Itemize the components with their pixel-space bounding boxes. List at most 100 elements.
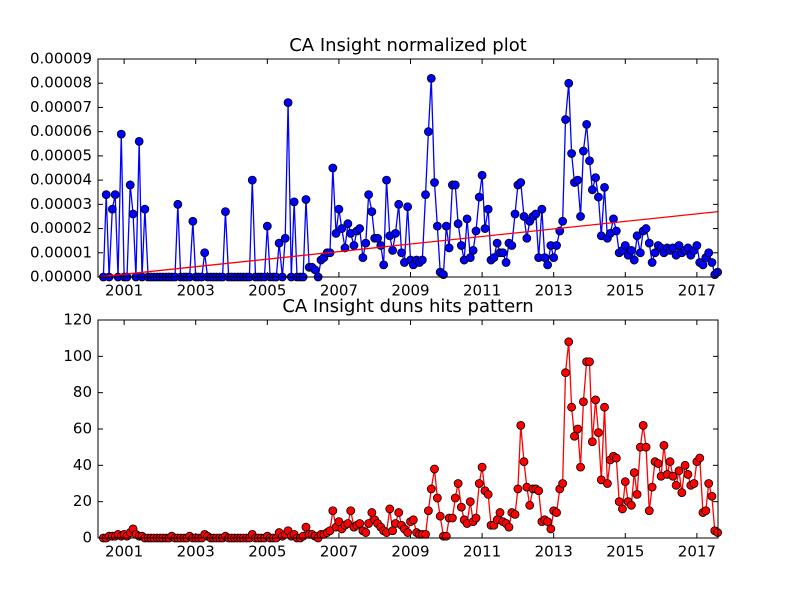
point — [707, 258, 717, 267]
point — [441, 531, 451, 541]
point — [501, 258, 511, 267]
y-tick-label: 0.00007 — [30, 98, 92, 116]
x-tick-label: 2013 — [535, 543, 573, 561]
point — [546, 524, 556, 534]
point — [626, 245, 636, 255]
point — [107, 204, 117, 214]
x-tick-label: 2011 — [463, 282, 501, 300]
point — [188, 216, 198, 226]
point — [361, 528, 371, 537]
point — [620, 477, 630, 487]
plot-frame — [97, 58, 719, 278]
x-tick-label: 2011 — [463, 543, 501, 561]
point — [632, 489, 642, 499]
point — [421, 190, 430, 200]
point — [450, 493, 460, 503]
point — [540, 253, 550, 263]
x-tick-label: 2009 — [391, 282, 429, 300]
point — [561, 368, 570, 378]
point — [283, 98, 293, 107]
point — [262, 221, 272, 231]
point — [689, 479, 699, 488]
point — [450, 180, 460, 190]
point — [552, 508, 561, 517]
point — [408, 515, 418, 525]
point — [573, 424, 583, 434]
point — [328, 163, 338, 173]
point — [683, 470, 693, 479]
x-tick-label: 2017 — [678, 543, 716, 561]
y-tick-label: 80 — [73, 383, 92, 401]
point — [453, 479, 463, 488]
point — [668, 471, 678, 481]
y-tick-label: 0.00008 — [30, 74, 92, 92]
point — [417, 255, 427, 265]
point — [573, 175, 583, 185]
x-tick-label: 2003 — [177, 282, 215, 300]
y-tick-label: 0.00005 — [30, 146, 92, 164]
point — [471, 513, 481, 523]
point — [549, 253, 559, 263]
point — [367, 207, 377, 217]
point — [564, 78, 574, 88]
point — [421, 529, 430, 539]
point — [507, 241, 517, 250]
point — [134, 136, 144, 146]
point — [483, 204, 493, 214]
point — [456, 502, 466, 512]
point — [465, 253, 475, 263]
point — [373, 233, 382, 243]
point — [426, 73, 436, 83]
point — [441, 221, 451, 231]
x-tick-label: 2015 — [606, 543, 644, 561]
point — [376, 241, 386, 250]
y-tick-label: 0.00002 — [30, 219, 92, 237]
point — [591, 173, 600, 183]
y-tick-label: 0.00006 — [30, 122, 92, 140]
point — [695, 453, 705, 463]
chart-title: CA Insight duns hits pattern — [282, 296, 533, 317]
point — [364, 190, 374, 200]
point — [388, 245, 398, 255]
point — [435, 511, 445, 521]
point — [510, 509, 520, 519]
point — [426, 484, 436, 494]
y-tick-label: 100 — [63, 347, 92, 365]
point — [391, 228, 400, 238]
point — [707, 491, 717, 501]
x-tick-label: 2003 — [177, 543, 215, 561]
point — [358, 253, 368, 263]
point — [525, 500, 535, 510]
point — [704, 248, 714, 258]
point — [543, 517, 553, 527]
y-tick-label: 0.00001 — [30, 243, 92, 261]
y-tick-label: 20 — [73, 492, 92, 510]
point — [644, 506, 654, 516]
point — [611, 226, 621, 236]
point — [361, 238, 371, 248]
y-tick-label: 40 — [73, 456, 92, 474]
x-tick-label: 2015 — [606, 282, 644, 300]
point — [692, 241, 702, 250]
point — [379, 260, 389, 270]
point — [424, 127, 433, 137]
point — [641, 224, 651, 233]
point — [558, 216, 568, 226]
point — [629, 255, 639, 265]
point — [647, 258, 657, 267]
x-tick-label: 2005 — [248, 282, 286, 300]
point — [480, 224, 490, 233]
point — [632, 231, 642, 241]
point — [403, 202, 413, 212]
x-tick-label: 2007 — [320, 543, 358, 561]
point — [382, 175, 391, 185]
chart-title: CA Insight normalized plot — [289, 35, 527, 56]
point — [582, 120, 592, 129]
point — [355, 519, 365, 528]
point — [140, 204, 150, 214]
point — [609, 214, 618, 224]
point — [397, 248, 406, 258]
point — [618, 504, 627, 514]
point — [367, 508, 377, 517]
